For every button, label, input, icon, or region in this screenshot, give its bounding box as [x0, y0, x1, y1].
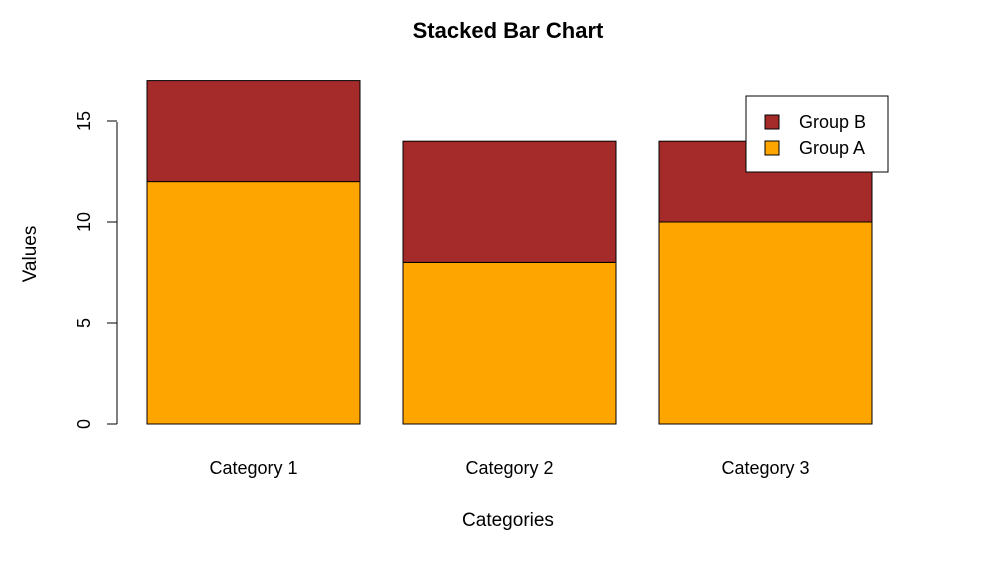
y-tick-label: 0 [74, 419, 94, 429]
y-tick-label: 5 [74, 318, 94, 328]
legend-box [745, 95, 889, 173]
bar-group-b-1 [146, 80, 361, 183]
legend-label: Group A [799, 138, 865, 158]
legend-swatch-group-b [764, 114, 780, 130]
legend-swatch-group-a [764, 140, 780, 156]
x-axis-tick-labels: Category 1 Category 2 Category 3 [209, 458, 809, 478]
y-tick-label: 15 [74, 111, 94, 131]
bar-group-a-2 [402, 261, 617, 425]
legend-label: Group B [799, 112, 866, 132]
chart-title: Stacked Bar Chart [413, 18, 604, 43]
x-axis-label: Categories [462, 510, 554, 531]
x-tick-label: Category 2 [465, 458, 553, 478]
bar-group-b-2 [402, 140, 617, 263]
y-axis-ticks: 0 5 10 15 [74, 111, 117, 429]
x-tick-label: Category 1 [209, 458, 297, 478]
y-tick-label: 10 [74, 212, 94, 232]
bar-group-a-3 [658, 221, 873, 425]
y-axis-label: Values [20, 226, 41, 283]
x-tick-label: Category 3 [721, 458, 809, 478]
bar-group-a-1 [146, 181, 361, 425]
legend: Group B Group A [745, 95, 889, 173]
